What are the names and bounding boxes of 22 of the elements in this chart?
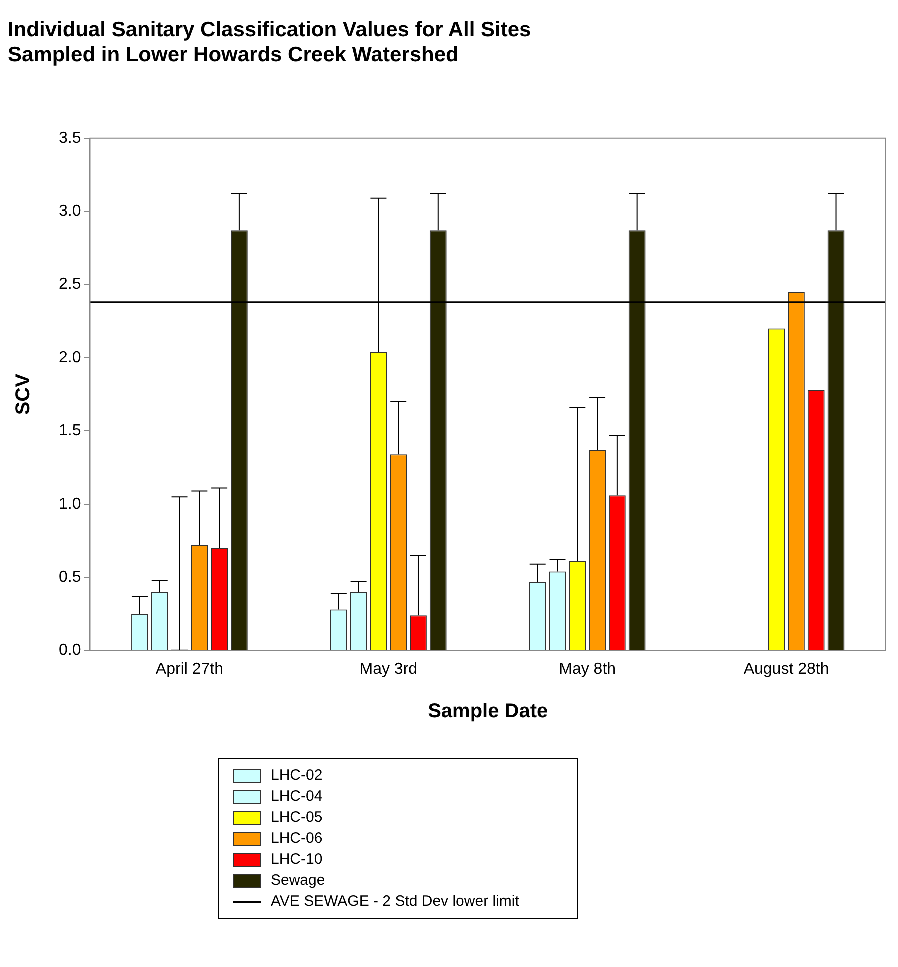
y-tick-label: 3.5 — [58, 130, 82, 147]
legend-label: LHC-02 — [271, 767, 323, 784]
legend-label: LHC-06 — [271, 830, 323, 847]
y-tick-label: 1.0 — [58, 496, 82, 513]
chart-title: Individual Sanitary Classification Values for All Sites Sampled in Lower Howards Creek Watershed — [8, 18, 532, 67]
x-tick-label: May 3rd — [360, 660, 418, 678]
legend-label: LHC-10 — [271, 851, 323, 868]
y-tick-label: 2.5 — [58, 276, 82, 294]
x-tick-label: August 28th — [744, 660, 830, 678]
legend-label: LHC-04 — [271, 788, 323, 805]
y-tick-label: 1.5 — [58, 422, 82, 440]
legend-label: LHC-05 — [271, 809, 323, 826]
y-tick-label: 0.5 — [58, 569, 82, 586]
y-tick-label: 0.0 — [58, 642, 82, 660]
y-tick-label: 2.0 — [58, 349, 82, 366]
y-axis-title: SCV — [12, 373, 35, 416]
x-axis-title: Sample Date — [428, 700, 548, 723]
y-tick-label: 3.0 — [58, 203, 82, 220]
x-tick-label: April 27th — [156, 660, 224, 678]
x-tick-label: May 8th — [559, 660, 616, 678]
legend-label: AVE SEWAGE - 2 Std Dev lower limit — [271, 893, 520, 910]
legend-label: Sewage — [271, 872, 326, 889]
